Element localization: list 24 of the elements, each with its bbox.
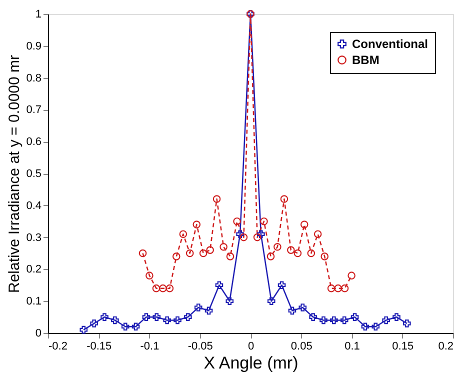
y-tick-label: 0.3	[26, 232, 42, 244]
x-tick-label: 0.05	[290, 340, 312, 352]
x-tick-label: -0.05	[188, 340, 213, 352]
x-tick-label: 0.2	[438, 340, 454, 352]
y-tick-label: 0.5	[26, 168, 42, 180]
x-tick-label: 0	[248, 340, 254, 352]
y-tick-label: 0.1	[26, 296, 42, 308]
x-tick-label: -0.15	[86, 340, 112, 352]
x-tick-label: 0.15	[392, 340, 414, 352]
y-tick-label: 0	[35, 328, 42, 340]
legend-label: BBM	[352, 53, 380, 67]
y-tick-label: 1	[35, 8, 42, 20]
x-tick-label: -0.2	[48, 340, 68, 352]
x-axis-title: X Angle (mr)	[204, 354, 298, 372]
y-tick-label: 0.8	[26, 72, 42, 84]
x-tick-label: 0.1	[344, 340, 360, 352]
y-tick-label: 0.9	[26, 40, 42, 52]
legend-label: Conventional	[352, 37, 428, 51]
y-axis-title: Relative Irradiance at y = 0.0000 mr	[6, 54, 24, 294]
y-tick-label: 0.7	[26, 104, 42, 116]
x-tick-label: -0.1	[140, 340, 160, 352]
y-tick-label: 0.4	[26, 200, 42, 212]
y-tick-label: 0.2	[26, 264, 42, 276]
y-tick-label: 0.6	[26, 136, 42, 148]
